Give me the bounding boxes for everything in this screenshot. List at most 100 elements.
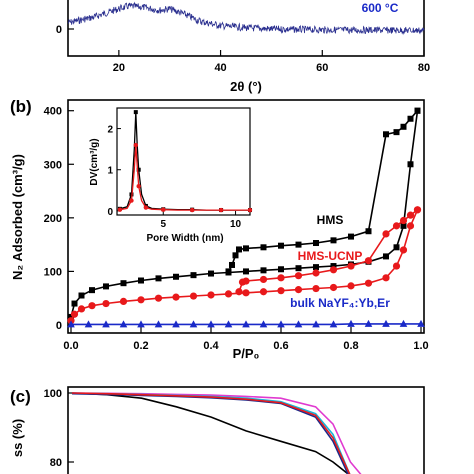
inset-frame	[116, 107, 251, 216]
tga-curve-cyan	[71, 392, 351, 474]
data-point-square	[365, 228, 372, 235]
panel-a-trace	[67, 1, 425, 36]
inset-ylabel: DV(cm³/g)	[89, 138, 100, 185]
data-point-square	[155, 275, 162, 282]
data-point-square	[120, 280, 127, 287]
data-point-square	[232, 252, 239, 259]
data-point-circle	[224, 290, 233, 298]
data-point-circle	[242, 289, 250, 297]
label-bulk-nayf4: bulk NaYF₄:Yb,Er	[290, 296, 390, 310]
data-point-triangle	[189, 320, 198, 328]
data-point-circle	[399, 216, 408, 225]
data-point-circle	[102, 299, 110, 308]
data-point-square	[236, 246, 242, 253]
data-point-square	[278, 242, 284, 249]
series-line	[227, 110, 419, 272]
panel-c: (c) 100 80 ss (%)	[10, 386, 425, 474]
data-point-triangle	[207, 320, 215, 328]
data-point-triangle	[137, 320, 145, 328]
data-point-square	[103, 283, 109, 290]
panel-b-yticks: 0 100 200 300 400	[44, 106, 74, 332]
data-point-square	[400, 222, 407, 229]
tga-curve-magenta	[71, 392, 362, 474]
inset-xtick-label: 5	[160, 219, 166, 230]
label-hms-ucnp: HMS-UCNP	[298, 249, 363, 263]
data-point-circle	[277, 274, 285, 282]
inset-point-circle	[129, 198, 134, 203]
tga-curve-red	[71, 392, 351, 474]
data-point-square	[225, 268, 232, 275]
panel-b-xtick-label: 0.0	[63, 340, 78, 352]
panel-a-xtick-label: 40	[214, 62, 226, 74]
data-point-square	[407, 115, 414, 122]
data-point-circle	[392, 222, 401, 230]
data-point-circle	[413, 206, 422, 214]
data-point-circle	[154, 294, 163, 302]
data-point-square	[260, 244, 267, 251]
inset-point-circle	[247, 207, 253, 213]
data-point-triangle	[242, 320, 250, 328]
data-point-circle	[235, 288, 243, 296]
inset-point-circle	[136, 183, 141, 189]
data-point-circle	[312, 269, 320, 277]
data-point-square	[78, 292, 85, 299]
inset-ytick-label: 0	[107, 207, 113, 218]
data-point-square	[383, 131, 389, 138]
xrd-600c-line	[67, 1, 425, 36]
panel-c-label: (c)	[10, 387, 31, 406]
data-point-triangle	[154, 320, 163, 328]
data-point-circle	[137, 296, 145, 304]
data-point-triangle	[347, 319, 355, 327]
data-point-circle	[406, 222, 415, 230]
data-point-triangle	[417, 319, 425, 327]
panel-b-inset: 0 1 2 5 10 Pore Width (nm) DV(cm³/g)	[89, 107, 253, 244]
inset-point-circle	[133, 142, 138, 148]
data-point-square	[393, 244, 400, 251]
panel-b-xtick-label: 0.8	[343, 340, 358, 352]
panel-c-series	[71, 392, 362, 474]
data-point-circle	[312, 284, 320, 293]
series-hmsucnp-desorption	[235, 206, 422, 296]
data-point-square	[138, 277, 144, 284]
panel-a-temperature-label: 600 °C	[362, 1, 399, 15]
panel-a-ytick-label: 0	[56, 24, 62, 36]
data-point-triangle	[224, 320, 233, 328]
panel-b-xtick-label: 0.6	[273, 340, 288, 352]
inset-xtick-label: 10	[230, 219, 242, 230]
data-point-circle	[364, 279, 373, 287]
data-point-circle	[392, 262, 401, 270]
data-point-square	[295, 265, 302, 272]
data-point-circle	[88, 302, 96, 310]
data-point-circle	[329, 283, 338, 292]
data-point-square	[173, 273, 179, 280]
data-point-triangle	[312, 320, 320, 328]
data-point-triangle	[329, 320, 338, 328]
inset-point-circle	[117, 207, 123, 212]
data-point-square	[229, 261, 235, 268]
panel-c-yticks: 100 80	[44, 388, 74, 469]
tga-curve-black	[71, 392, 350, 474]
panel-a-frame	[67, 0, 425, 57]
data-point-square	[313, 264, 319, 271]
data-point-square	[407, 161, 414, 168]
data-point-circle	[347, 282, 355, 290]
data-point-triangle	[277, 320, 285, 328]
panel-b-ytick-label: 200	[44, 213, 62, 225]
data-point-square	[414, 107, 421, 114]
inset-series	[117, 110, 253, 213]
data-point-square	[313, 240, 319, 247]
series-bulknayfyber	[67, 319, 425, 328]
data-point-circle	[207, 291, 215, 299]
data-point-square	[260, 267, 267, 274]
panel-a-xtick-label: 80	[418, 62, 430, 74]
data-point-triangle	[102, 320, 110, 328]
inset-point-circle	[189, 207, 195, 213]
data-point-circle	[77, 305, 86, 313]
data-point-circle	[329, 266, 338, 274]
data-point-triangle	[84, 320, 93, 328]
inset-xlabel: Pore Width (nm)	[146, 233, 223, 244]
panel-b-frame	[67, 99, 425, 334]
data-point-square	[68, 313, 74, 320]
inset-point-square	[133, 110, 138, 115]
data-point-circle	[382, 274, 390, 282]
